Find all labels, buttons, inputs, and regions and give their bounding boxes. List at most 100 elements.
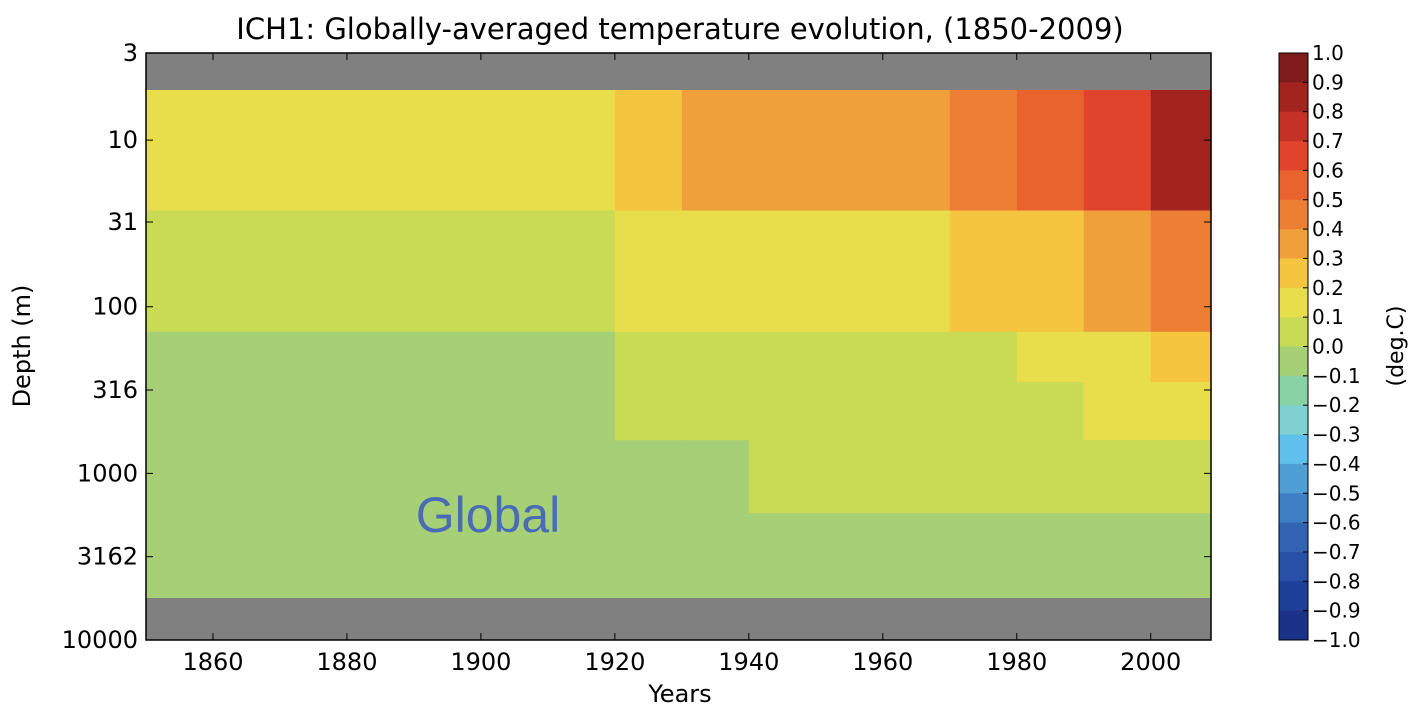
x-tick-label: 1960 xyxy=(852,648,913,676)
y-axis-label: Depth (m) xyxy=(8,285,36,408)
y-tick-label: 31 xyxy=(107,208,138,236)
heatmap-cell xyxy=(547,513,616,599)
colorbar-segment xyxy=(1279,346,1308,377)
heatmap-cell xyxy=(815,90,884,212)
colorbar-segment xyxy=(1279,287,1308,318)
heatmap-cell xyxy=(346,513,415,599)
y-tick-label: 10 xyxy=(107,126,138,154)
heatmap-cell xyxy=(681,331,750,383)
x-tick-label: 1940 xyxy=(718,648,779,676)
heatmap-cell xyxy=(346,210,415,333)
heatmap-cell xyxy=(614,331,683,383)
colorbar-label: (deg.C) xyxy=(1384,306,1409,387)
heatmap-cell xyxy=(949,382,1018,441)
heatmap-cell xyxy=(614,513,683,599)
colorbar-tick-label: −0.5 xyxy=(1312,481,1361,505)
heatmap-cell xyxy=(547,382,616,441)
heatmap-cell xyxy=(346,382,415,441)
colorbar-tick-label: −0.3 xyxy=(1312,423,1361,447)
heatmap-cell xyxy=(1150,513,1212,599)
colorbar-tick-label: −1.0 xyxy=(1312,628,1361,652)
x-axis-ticks: 1860 1880 1900 1920 1940 1960 1980 2000 xyxy=(182,53,1181,676)
colorbar-tick-label: 0.8 xyxy=(1312,100,1344,124)
colorbar-segment xyxy=(1279,229,1308,259)
y-tick-label: 316 xyxy=(92,376,138,404)
colorbar-tick-label: 0.6 xyxy=(1312,158,1344,182)
heatmap-cell xyxy=(815,210,884,333)
heatmap-cell xyxy=(146,90,214,212)
x-axis-label: Years xyxy=(647,680,711,708)
colorbar-tick-label: 0.0 xyxy=(1312,335,1344,359)
y-tick-label: 1000 xyxy=(77,459,138,487)
y-tick-label: 100 xyxy=(92,293,138,321)
colorbar-segment xyxy=(1279,610,1308,641)
heatmap-cell xyxy=(1083,382,1152,441)
colorbar-tick-label: 0.4 xyxy=(1312,217,1344,241)
heatmap-cell xyxy=(547,331,616,383)
colorbar-segment xyxy=(1279,522,1308,553)
heatmap-cell xyxy=(1016,513,1085,599)
heatmap-cell xyxy=(681,90,750,212)
heatmap-cell xyxy=(480,210,549,333)
heatmap-cell xyxy=(413,90,482,212)
colorbar-tick-label: 1.0 xyxy=(1312,41,1344,65)
heatmap-cell xyxy=(1083,210,1152,333)
colorbar-segment xyxy=(1279,199,1308,230)
heatmap-cell xyxy=(413,210,482,333)
heatmap-cell xyxy=(480,513,549,599)
heatmap-cell xyxy=(748,382,817,441)
heatmap-cell xyxy=(1150,440,1212,514)
heatmap-cell xyxy=(413,382,482,441)
heatmap-cell xyxy=(748,90,817,212)
colorbar-tick-label: −0.4 xyxy=(1312,452,1361,476)
heatmap-cell xyxy=(280,440,348,514)
colorbar-tick-label: −0.9 xyxy=(1312,599,1361,623)
heatmap-cell xyxy=(681,382,750,441)
heatmap-cell xyxy=(547,210,616,333)
heatmap-cell xyxy=(1083,331,1152,383)
heatmap-cell xyxy=(1016,331,1085,383)
colorbar-segment xyxy=(1279,317,1308,347)
heatmap-cell xyxy=(413,331,482,383)
x-tick-label: 2000 xyxy=(1120,648,1181,676)
heatmap-cell xyxy=(681,513,750,599)
colorbar-tick-label: 0.5 xyxy=(1312,188,1344,212)
heatmap-cell xyxy=(280,331,348,383)
no-data-bands xyxy=(146,53,1211,640)
heatmap-cell xyxy=(1150,331,1212,383)
heatmap-cell xyxy=(280,210,348,333)
colorbar-segment xyxy=(1279,258,1308,289)
x-tick-label: 1880 xyxy=(316,648,377,676)
y-tick-label: 10000 xyxy=(62,626,138,654)
heatmap-cell xyxy=(213,331,281,383)
no-data-band xyxy=(146,598,1211,640)
heatmap-cell xyxy=(949,90,1018,212)
heatmap-cell xyxy=(280,513,348,599)
heatmap-cell xyxy=(346,90,415,212)
x-tick-label: 1860 xyxy=(182,648,243,676)
heatmap-cell xyxy=(815,331,884,383)
heatmap-cell xyxy=(280,90,348,212)
heatmap-cells xyxy=(146,90,1212,599)
colorbar-tick-label: −0.1 xyxy=(1312,364,1361,388)
heatmap-cell xyxy=(614,440,683,514)
heatmap-cell xyxy=(146,440,214,514)
plot-annotation: Global xyxy=(416,487,561,543)
heatmap-cell xyxy=(949,210,1018,333)
colorbar-tick-label: −0.2 xyxy=(1312,393,1361,417)
heatmap-cell xyxy=(882,210,951,333)
heatmap-cell xyxy=(1083,513,1152,599)
plot-frame xyxy=(145,52,1212,641)
colorbar-segment xyxy=(1279,141,1308,171)
heatmap-cell xyxy=(213,513,281,599)
plot-area: 1860 1880 1900 1920 1940 1960 1980 2000 3 10 31 10… xyxy=(62,39,1212,676)
heatmap-cell xyxy=(547,440,616,514)
heatmap-cell xyxy=(413,513,482,599)
colorbar-segment xyxy=(1279,111,1308,142)
colorbar-segment xyxy=(1279,434,1308,465)
colorbar-tick-label: 0.7 xyxy=(1312,129,1344,153)
heatmap-cell xyxy=(146,331,214,383)
heatmap-cell xyxy=(614,90,683,212)
heatmap-cell xyxy=(146,513,214,599)
colorbar-tick-label: −0.6 xyxy=(1312,511,1361,535)
